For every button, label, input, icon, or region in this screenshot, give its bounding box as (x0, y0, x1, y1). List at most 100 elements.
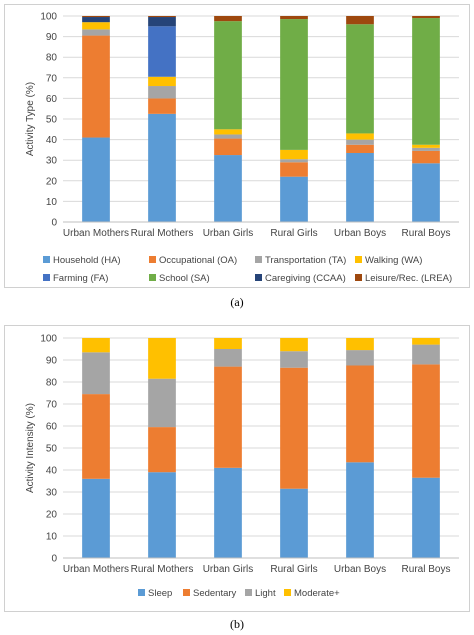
y-tick-label: 20 (46, 176, 58, 187)
bar-segment (148, 378, 176, 428)
legend-swatch (138, 589, 145, 596)
bar-segment (346, 152, 374, 222)
y-tick-label: 30 (46, 488, 58, 499)
bar-segment (346, 338, 374, 351)
y-tick-label: 100 (40, 12, 57, 23)
bar-segment (280, 488, 308, 558)
legend-label: Household (HA) (53, 255, 121, 266)
bar-segment (214, 155, 242, 222)
bar-segment (412, 18, 440, 145)
bar-segment (280, 338, 308, 352)
bar-segment (280, 19, 308, 150)
bar-segment (346, 350, 374, 366)
x-tick-label: Urban Boys (334, 564, 386, 575)
panel-caption-b: (b) (230, 617, 244, 631)
legend-label: Sleep (148, 588, 172, 599)
bar-segment (148, 76, 176, 87)
y-tick-label: 50 (46, 444, 58, 455)
y-tick-label: 30 (46, 156, 58, 167)
bar-segment (412, 364, 440, 478)
y-tick-label: 0 (51, 554, 57, 565)
bar-segment (82, 17, 110, 23)
bar-segment (82, 352, 110, 395)
bar-segment (148, 26, 176, 77)
legend-swatch (355, 274, 362, 281)
bar-segment (214, 129, 242, 135)
y-tick-label: 80 (46, 53, 58, 64)
bar-segment (82, 394, 110, 479)
bar-segment (214, 21, 242, 130)
bar-segment (214, 366, 242, 468)
legend-label: Leisure/Rec. (LREA) (365, 273, 452, 284)
bar-segment (148, 338, 176, 379)
legend-label: Transportation (TA) (265, 255, 346, 266)
bar-segment (280, 149, 308, 160)
x-tick-label: Rural Mothers (131, 564, 194, 575)
bar-segment (148, 16, 176, 18)
x-tick-label: Urban Boys (334, 228, 386, 239)
legend-label: Caregiving (CCAA) (265, 273, 346, 284)
bar-segment (346, 462, 374, 558)
bar-segment (214, 349, 242, 367)
bar-segment (280, 162, 308, 177)
x-tick-label: Urban Mothers (63, 228, 129, 239)
bar-segment (412, 477, 440, 558)
bar-segment (346, 16, 374, 25)
legend-label: Farming (FA) (53, 273, 108, 284)
bar-segment (346, 144, 374, 153)
legend-label: Walking (WA) (365, 255, 422, 266)
y-tick-label: 100 (40, 334, 57, 345)
x-tick-label: Rural Boys (402, 228, 451, 239)
legend-label: Moderate+ (294, 588, 340, 599)
bar-segment (214, 138, 242, 156)
bar-segment (148, 86, 176, 99)
legend-swatch (355, 256, 362, 263)
bar-segment (346, 139, 374, 145)
bar-segment (412, 147, 440, 151)
bar-segment (280, 159, 308, 163)
x-tick-label: Urban Mothers (63, 564, 129, 575)
y-tick-label: 90 (46, 32, 58, 43)
bar-segment (346, 133, 374, 140)
y-tick-label: 10 (46, 197, 58, 208)
x-tick-label: Rural Mothers (131, 228, 194, 239)
bar-segment (148, 113, 176, 222)
legend-label: School (SA) (159, 273, 210, 284)
bar-segment (148, 17, 176, 27)
bar-segment (214, 338, 242, 349)
legend-label: Occupational (OA) (159, 255, 237, 266)
bar-segment (280, 16, 308, 20)
bar-segment (280, 367, 308, 489)
bar-segment (346, 24, 374, 134)
y-tick-label: 90 (46, 356, 58, 367)
y-tick-label: 70 (46, 400, 58, 411)
y-tick-label: 10 (46, 532, 58, 543)
y-axis-title: Activity Intensity (%) (25, 403, 36, 493)
bar-segment (82, 16, 110, 18)
bar-segment (346, 365, 374, 463)
x-tick-label: Urban Girls (203, 228, 254, 239)
bar-segment (214, 134, 242, 139)
y-tick-label: 80 (46, 378, 58, 389)
y-tick-label: 60 (46, 422, 58, 433)
y-tick-label: 0 (51, 218, 57, 229)
legend-swatch (149, 274, 156, 281)
y-tick-label: 50 (46, 115, 58, 126)
legend-swatch (284, 589, 291, 596)
bar-segment (148, 98, 176, 114)
bar-segment (280, 351, 308, 368)
x-tick-label: Rural Girls (270, 564, 317, 575)
bar-segment (412, 344, 440, 365)
bar-segment (412, 144, 440, 148)
bar-segment (148, 472, 176, 558)
bar-segment (280, 176, 308, 222)
legend-swatch (255, 256, 262, 263)
bar-segment (412, 163, 440, 222)
legend-swatch (245, 589, 252, 596)
bar-segment (82, 29, 110, 36)
legend-swatch (43, 256, 50, 263)
stacked-bar-chart-a: 0 10 20 30 40 50 60 70 80 90 100 Activity Type (%) U… (25, 12, 459, 284)
legend-label: Sedentary (193, 588, 237, 599)
bar-segment (82, 338, 110, 353)
y-tick-label: 40 (46, 135, 58, 146)
